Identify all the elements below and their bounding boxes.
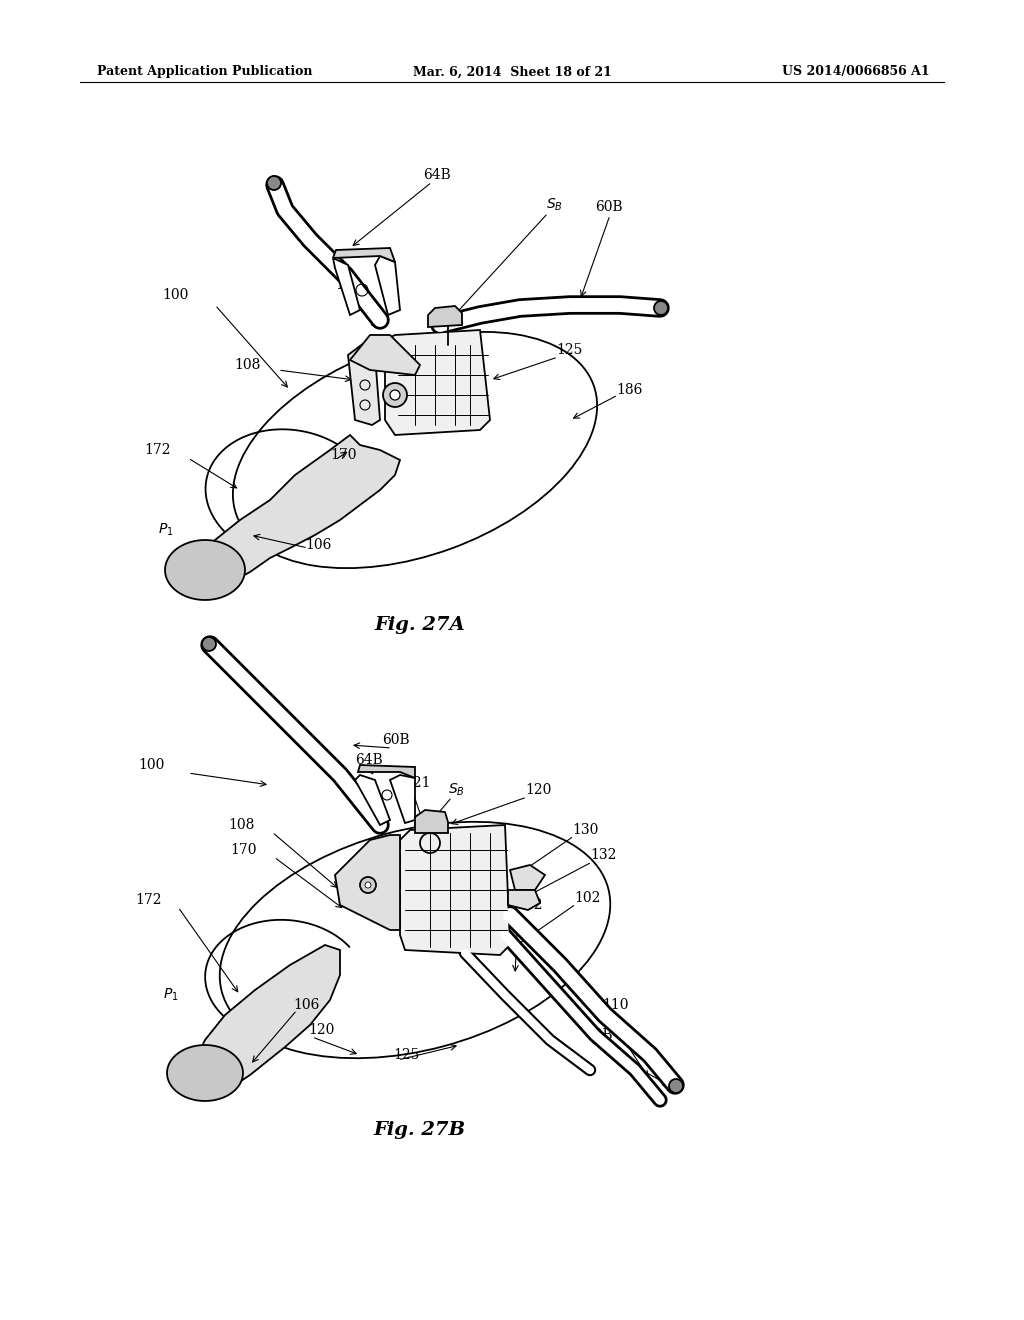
Text: 60B: 60B bbox=[595, 201, 623, 214]
Text: 62B: 62B bbox=[585, 1028, 612, 1041]
Polygon shape bbox=[165, 540, 245, 601]
Text: 170: 170 bbox=[230, 843, 257, 857]
Polygon shape bbox=[333, 257, 360, 315]
Polygon shape bbox=[358, 766, 415, 777]
Polygon shape bbox=[335, 836, 400, 931]
Text: $P_1$: $P_1$ bbox=[163, 987, 178, 1003]
Text: $S_B$: $S_B$ bbox=[449, 781, 465, 799]
Text: 100: 100 bbox=[163, 288, 189, 302]
Text: 106: 106 bbox=[293, 998, 319, 1012]
Polygon shape bbox=[348, 341, 380, 425]
Text: 125: 125 bbox=[393, 1048, 420, 1063]
Text: Patent Application Publication: Patent Application Publication bbox=[97, 66, 312, 78]
Circle shape bbox=[360, 876, 376, 894]
Text: 100: 100 bbox=[138, 758, 165, 772]
Circle shape bbox=[267, 176, 281, 190]
Polygon shape bbox=[415, 810, 449, 833]
Circle shape bbox=[202, 638, 216, 651]
Text: 170: 170 bbox=[330, 447, 356, 462]
Text: 106: 106 bbox=[305, 539, 332, 552]
Polygon shape bbox=[375, 256, 400, 315]
Text: Mar. 6, 2014  Sheet 18 of 21: Mar. 6, 2014 Sheet 18 of 21 bbox=[413, 66, 611, 78]
Text: 120: 120 bbox=[525, 783, 551, 797]
Circle shape bbox=[390, 389, 400, 400]
Text: 102: 102 bbox=[574, 891, 600, 906]
Text: $S_B$: $S_B$ bbox=[546, 197, 563, 214]
Polygon shape bbox=[428, 306, 462, 327]
Text: $P_1$: $P_1$ bbox=[158, 521, 174, 539]
Text: US 2014/0066856 A1: US 2014/0066856 A1 bbox=[782, 66, 930, 78]
Text: 125: 125 bbox=[556, 343, 583, 356]
Text: 120: 120 bbox=[308, 1023, 335, 1038]
Polygon shape bbox=[350, 335, 420, 375]
Polygon shape bbox=[185, 436, 400, 590]
Polygon shape bbox=[510, 865, 545, 890]
Text: 130: 130 bbox=[572, 822, 598, 837]
Text: 132: 132 bbox=[590, 847, 616, 862]
Text: 172: 172 bbox=[144, 444, 171, 457]
Text: 112: 112 bbox=[516, 898, 543, 912]
Polygon shape bbox=[333, 248, 395, 261]
Circle shape bbox=[669, 1078, 683, 1093]
Circle shape bbox=[654, 301, 668, 315]
Polygon shape bbox=[195, 945, 340, 1090]
Text: 64B: 64B bbox=[355, 752, 383, 767]
Polygon shape bbox=[400, 825, 510, 954]
Text: 110: 110 bbox=[602, 998, 629, 1012]
Polygon shape bbox=[385, 330, 490, 436]
Text: 64B: 64B bbox=[423, 168, 451, 182]
Text: 108: 108 bbox=[228, 818, 255, 832]
Polygon shape bbox=[508, 890, 540, 909]
Text: 186: 186 bbox=[616, 383, 642, 397]
Text: Fig. 27B: Fig. 27B bbox=[374, 1121, 466, 1139]
Polygon shape bbox=[355, 775, 390, 825]
Circle shape bbox=[365, 882, 371, 888]
Polygon shape bbox=[167, 1045, 243, 1101]
Text: 108: 108 bbox=[234, 358, 261, 372]
Polygon shape bbox=[390, 775, 415, 822]
Text: Fig. 27A: Fig. 27A bbox=[375, 616, 465, 634]
Text: 60B: 60B bbox=[382, 733, 410, 747]
Circle shape bbox=[383, 383, 407, 407]
Text: 121: 121 bbox=[404, 776, 430, 789]
Text: 102: 102 bbox=[335, 279, 361, 292]
Ellipse shape bbox=[232, 331, 597, 568]
Ellipse shape bbox=[220, 822, 610, 1059]
Text: 172: 172 bbox=[135, 894, 162, 907]
